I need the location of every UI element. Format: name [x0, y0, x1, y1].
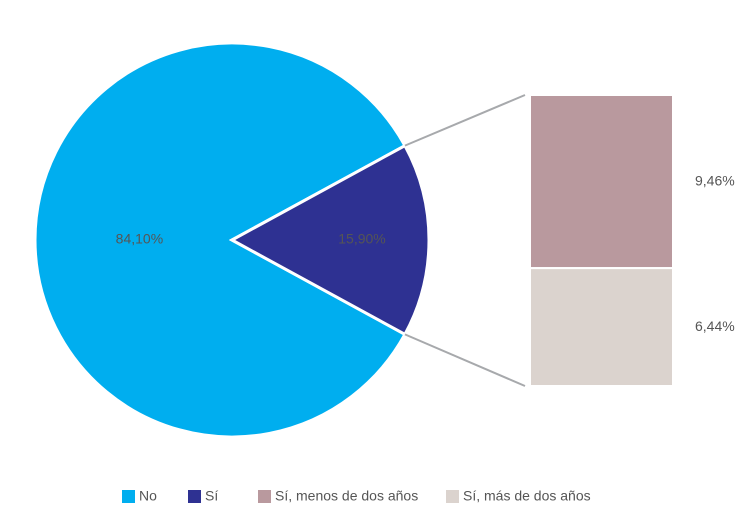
connector	[404, 333, 526, 387]
legend-swatch	[258, 490, 271, 503]
legend-label: Sí, más de dos años	[463, 488, 591, 504]
breakdown-label: 6,44%	[695, 318, 735, 334]
legend-swatch	[446, 490, 459, 503]
legend-swatch	[122, 490, 135, 503]
legend-label: No	[139, 488, 157, 504]
pie-slice	[228, 143, 431, 337]
pie-slice	[33, 41, 407, 439]
breakdown-bar	[529, 267, 674, 388]
legend-label: Sí	[205, 488, 218, 504]
breakdown-label: 9,46%	[695, 172, 735, 188]
legend-label: Sí, menos de dos años	[275, 488, 418, 504]
connector	[404, 94, 526, 147]
slice-label: 15,90%	[338, 231, 385, 247]
legend-swatch	[188, 490, 201, 503]
slice-label: 84,10%	[116, 231, 163, 247]
breakdown-bar	[529, 94, 674, 270]
